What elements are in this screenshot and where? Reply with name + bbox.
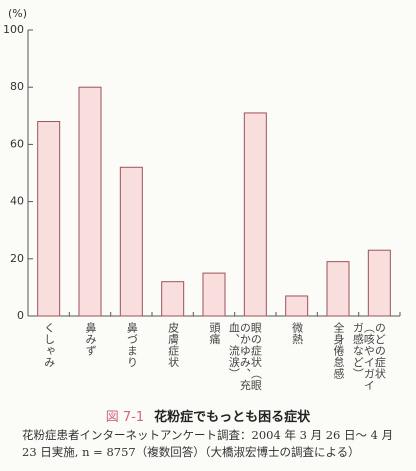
x-tick-label: 鼻みず xyxy=(84,322,97,357)
plot: (%) 0 20 40 60 80 100 xyxy=(3,7,401,322)
caption-title: 図 7-1 花粉症でもっとも困る症状 xyxy=(0,406,416,425)
bar xyxy=(78,86,102,317)
y-axis-label: (%) xyxy=(8,7,27,20)
bar xyxy=(161,281,185,317)
x-tick-label: のどの症状（咳やイガイガ感など） xyxy=(351,322,387,391)
y-tick-label: 80 xyxy=(10,80,24,93)
x-tick-label: 眼の症状（眼のかゆみ、充血、流涙） xyxy=(227,322,263,391)
x-tick-label: くしゃみ xyxy=(42,322,56,368)
x-tick-label: 鼻づまり xyxy=(125,322,139,368)
caption: 花粉症患者インターネットアンケート調査：2004 年 3 月 26 日～ 4 月… xyxy=(22,428,394,459)
figure-label: 図 7-1 xyxy=(105,410,145,425)
bar xyxy=(367,249,391,317)
chart-title: 花粉症でもっとも困る症状 xyxy=(154,410,311,425)
bar xyxy=(326,261,350,317)
x-tick-label: 微熱 xyxy=(290,322,304,345)
bar xyxy=(285,295,309,317)
bar xyxy=(243,112,267,317)
y-tick-label: 0 xyxy=(17,309,24,322)
y-tick-label: 40 xyxy=(10,195,24,208)
x-tick-label: 全身倦怠感 xyxy=(332,322,345,380)
y-tick-label: 20 xyxy=(10,252,24,265)
bar xyxy=(119,166,143,317)
bar xyxy=(202,272,226,317)
x-tick-label: 頭痛 xyxy=(208,322,221,345)
bar xyxy=(37,121,61,317)
y-tick-label: 100 xyxy=(3,23,24,36)
y-tick-label: 60 xyxy=(10,137,24,150)
x-tick-label: 皮膚症状 xyxy=(166,322,180,368)
